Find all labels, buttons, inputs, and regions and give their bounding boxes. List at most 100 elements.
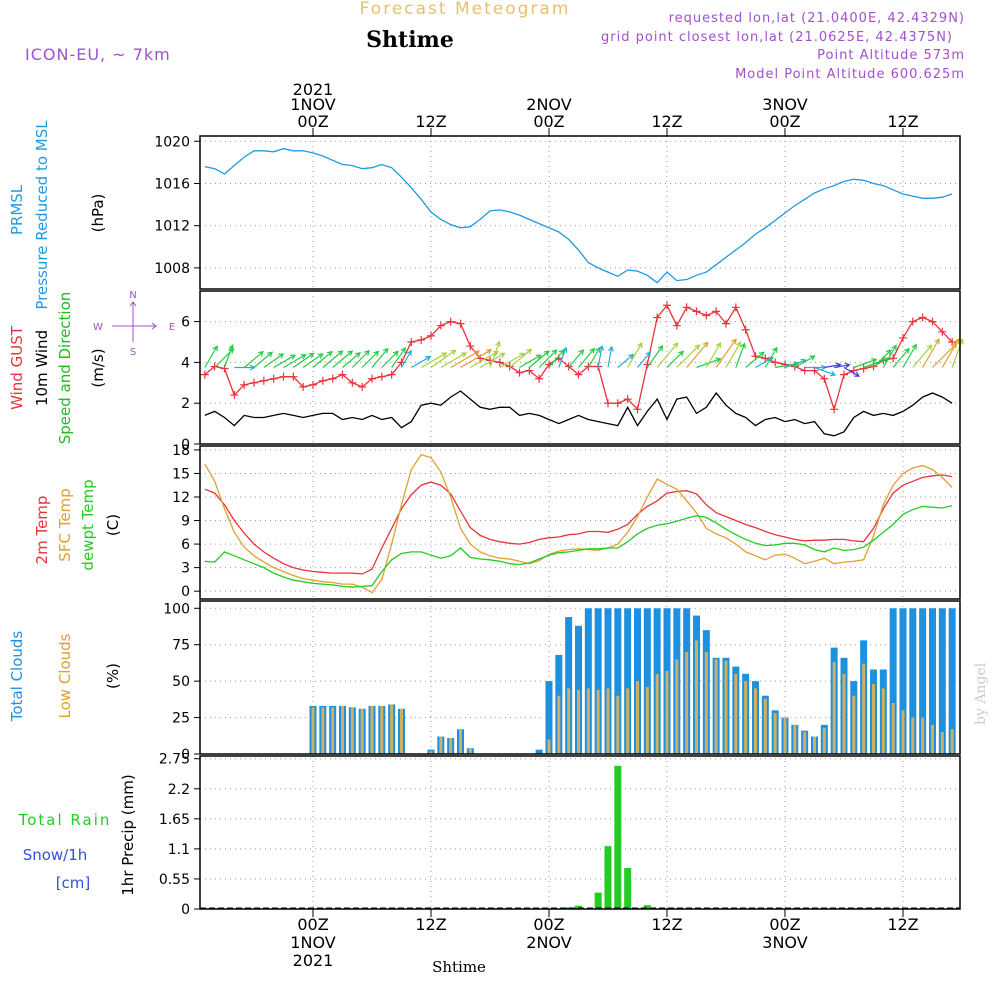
panel-precip: 0 0.55 1.1 1.65 2.2 2.75 bbox=[159, 752, 961, 918]
wind-direction-arrow bbox=[273, 354, 297, 369]
low-clouds-bar bbox=[547, 739, 551, 754]
panel-wind: 0 2 4 6 bbox=[181, 291, 964, 453]
wind-direction-arrow bbox=[705, 341, 722, 368]
gust-point bbox=[603, 399, 612, 408]
low-clouds-bar bbox=[812, 736, 816, 754]
gust-point bbox=[830, 405, 839, 414]
rain-bar bbox=[614, 765, 622, 909]
y-tick-label: 12 bbox=[172, 490, 190, 506]
wind-direction-arrow bbox=[371, 347, 389, 368]
gust-point bbox=[407, 338, 416, 346]
total-clouds-bar bbox=[535, 749, 543, 754]
rain-bar bbox=[574, 905, 582, 909]
wind-direction-arrow bbox=[892, 347, 910, 368]
y-title-prmsl: PRMSL bbox=[8, 184, 26, 235]
wind-direction-arrow bbox=[470, 350, 499, 369]
y-tick-label: 18 bbox=[172, 443, 190, 459]
low-clouds-bar bbox=[360, 708, 364, 754]
wind-direction-arrow bbox=[400, 349, 412, 368]
wind-direction-arrow bbox=[253, 351, 274, 368]
wind-direction-arrow bbox=[764, 346, 778, 368]
gust-point bbox=[889, 354, 898, 363]
wind-direction-arrow bbox=[843, 366, 861, 377]
gust-point bbox=[259, 376, 268, 385]
wind-direction-arrow bbox=[627, 341, 643, 368]
bottom-time-label: 1NOV bbox=[290, 933, 335, 952]
wind-direction-arrow bbox=[794, 355, 816, 369]
wind-direction-arrow bbox=[587, 346, 601, 368]
bottom-time-label: 12Z bbox=[415, 915, 446, 934]
panel-clouds: 0 25 50 75 100 bbox=[163, 600, 961, 763]
gust-point bbox=[495, 358, 504, 367]
low-clouds-bar bbox=[596, 689, 600, 754]
low-clouds-bar bbox=[871, 684, 875, 754]
wind-direction-arrow bbox=[725, 341, 742, 368]
y-title-ms: (m/s) bbox=[89, 348, 107, 387]
total-clouds-bar bbox=[594, 608, 602, 754]
gust-point bbox=[662, 301, 671, 310]
wind-direction-arrow bbox=[302, 353, 324, 368]
y-tick-label: 1012 bbox=[154, 219, 190, 235]
bottom-time-label: 00Z bbox=[533, 915, 564, 934]
gust-point bbox=[328, 374, 337, 383]
top-year-label: 2021 bbox=[293, 80, 334, 99]
wind-direction-arrow bbox=[902, 343, 917, 368]
point-altitude: Point Altitude 573m bbox=[817, 48, 965, 63]
wind-direction-arrow bbox=[922, 338, 940, 368]
low-clouds-bar bbox=[311, 707, 315, 754]
wind-direction-arrow bbox=[735, 342, 746, 368]
wind-direction-arrow bbox=[292, 352, 315, 368]
low-clouds-bar bbox=[783, 717, 787, 754]
low-clouds-bar bbox=[773, 713, 777, 754]
top-time-label: 3NOV bbox=[762, 95, 807, 114]
low-clouds-bar bbox=[675, 659, 679, 754]
y-title-pressure: Pressure Reduced to MSL bbox=[33, 120, 51, 310]
low-clouds-bar bbox=[704, 652, 708, 754]
total-clouds-bar bbox=[909, 608, 917, 754]
requested-coords: requested lon,lat (21.0400E, 42.4329N) bbox=[669, 11, 965, 26]
low-clouds-bar bbox=[429, 751, 433, 754]
wind-direction-arrow bbox=[941, 338, 960, 368]
compass-e: E bbox=[169, 322, 175, 333]
top-time-label: 00Z bbox=[769, 112, 800, 131]
wind-direction-arrow bbox=[450, 350, 481, 369]
wind-direction-arrow bbox=[460, 349, 493, 369]
wind-direction-arrow bbox=[351, 349, 370, 368]
low-clouds-bar bbox=[576, 689, 580, 754]
gust-point bbox=[367, 374, 376, 383]
compass-s: S bbox=[130, 347, 136, 358]
total-clouds-bar bbox=[899, 608, 907, 754]
y-title-sfc-temp: SFC Temp bbox=[56, 488, 74, 561]
y-title-gust: Wind GUST bbox=[8, 325, 26, 410]
gust-point bbox=[348, 378, 357, 387]
low-clouds-bar bbox=[714, 659, 718, 754]
wind-direction-arrow bbox=[430, 349, 457, 368]
total-clouds-bar bbox=[938, 608, 946, 754]
gust-point bbox=[771, 358, 780, 367]
low-clouds-bar bbox=[734, 673, 738, 754]
bottom-time-label: 12Z bbox=[651, 915, 682, 934]
top-time-label: 12Z bbox=[651, 112, 682, 131]
low-clouds-bar bbox=[832, 662, 836, 754]
wind-direction-arrow bbox=[617, 353, 635, 368]
low-clouds-bar bbox=[380, 705, 384, 754]
low-clouds-bar bbox=[645, 686, 649, 754]
wind-direction-arrow bbox=[853, 358, 878, 369]
gust-point bbox=[623, 395, 632, 404]
wind-direction-arrow bbox=[745, 351, 765, 368]
total-clouds-bar bbox=[919, 608, 927, 754]
gust-point bbox=[761, 354, 770, 363]
y-tick-label: 50 bbox=[172, 674, 190, 690]
wind-direction-arrow bbox=[597, 344, 605, 368]
y-title-precip: 1hr Precip (mm) bbox=[119, 774, 137, 895]
low-clouds-bar bbox=[350, 707, 354, 754]
bottom-time-label: 00Z bbox=[297, 915, 328, 934]
y-tick-label: 2.75 bbox=[159, 752, 190, 768]
y-title-dewpt: dewpt Temp bbox=[79, 479, 97, 570]
total-clouds-bar bbox=[889, 608, 897, 754]
panel-frame bbox=[199, 135, 961, 290]
y-title-hpa: (hPa) bbox=[89, 194, 107, 233]
gust-point bbox=[377, 372, 386, 381]
y-title-total-rain: Total Rain bbox=[18, 811, 112, 829]
panel-frame bbox=[199, 445, 961, 600]
